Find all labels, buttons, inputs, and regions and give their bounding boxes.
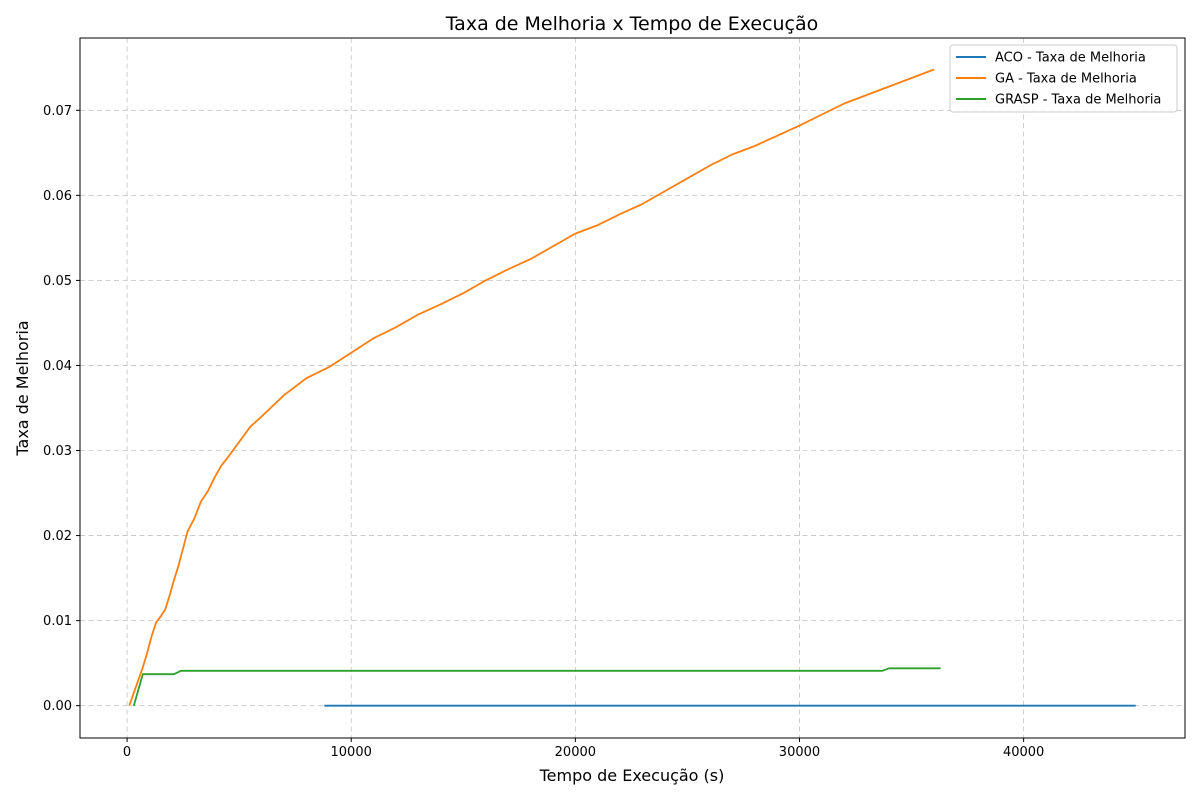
x-tick-label: 10000 — [331, 745, 372, 760]
chart-title: Taxa de Melhoria x Tempo de Execução — [445, 13, 819, 35]
y-tick-label: 0.05 — [43, 274, 72, 289]
plot-frame — [79, 37, 1186, 739]
y-axis-label: Taxa de Melhoria — [13, 320, 32, 456]
x-tick-label: 0 — [123, 745, 131, 760]
y-tick-label: 0.04 — [43, 359, 72, 374]
legend-label-grasp: GRASP - Taxa de Melhoria — [995, 93, 1161, 108]
x-tick-label: 30000 — [779, 745, 820, 760]
y-tick-label: 0.07 — [43, 104, 72, 119]
y-tick-label: 0.06 — [43, 189, 72, 204]
series-lines — [128, 68, 1136, 707]
x-tick-label: 40000 — [1003, 745, 1044, 760]
x-axis-ticks: 0 10000 20000 30000 40000 — [123, 738, 1044, 760]
series-line-ga — [128, 68, 935, 706]
x-tick-label: 20000 — [555, 745, 596, 760]
y-axis-ticks: 0.00 0.01 0.02 0.03 0.04 0.05 0.06 0.07 — [43, 104, 80, 714]
x-axis-label: Tempo de Execução (s) — [539, 766, 725, 785]
legend-box — [949, 44, 1178, 113]
legend-label-ga: GA - Taxa de Melhoria — [995, 72, 1137, 87]
legend-label-aco: ACO - Taxa de Melhoria — [995, 51, 1146, 66]
y-tick-label: 0.02 — [43, 529, 72, 544]
y-tick-label: 0.00 — [43, 699, 72, 714]
legend: ACO - Taxa de Melhoria GA - Taxa de Melho… — [949, 44, 1178, 113]
series-line-grasp — [132, 667, 941, 706]
y-tick-label: 0.01 — [43, 614, 72, 629]
y-tick-label: 0.03 — [43, 444, 72, 459]
